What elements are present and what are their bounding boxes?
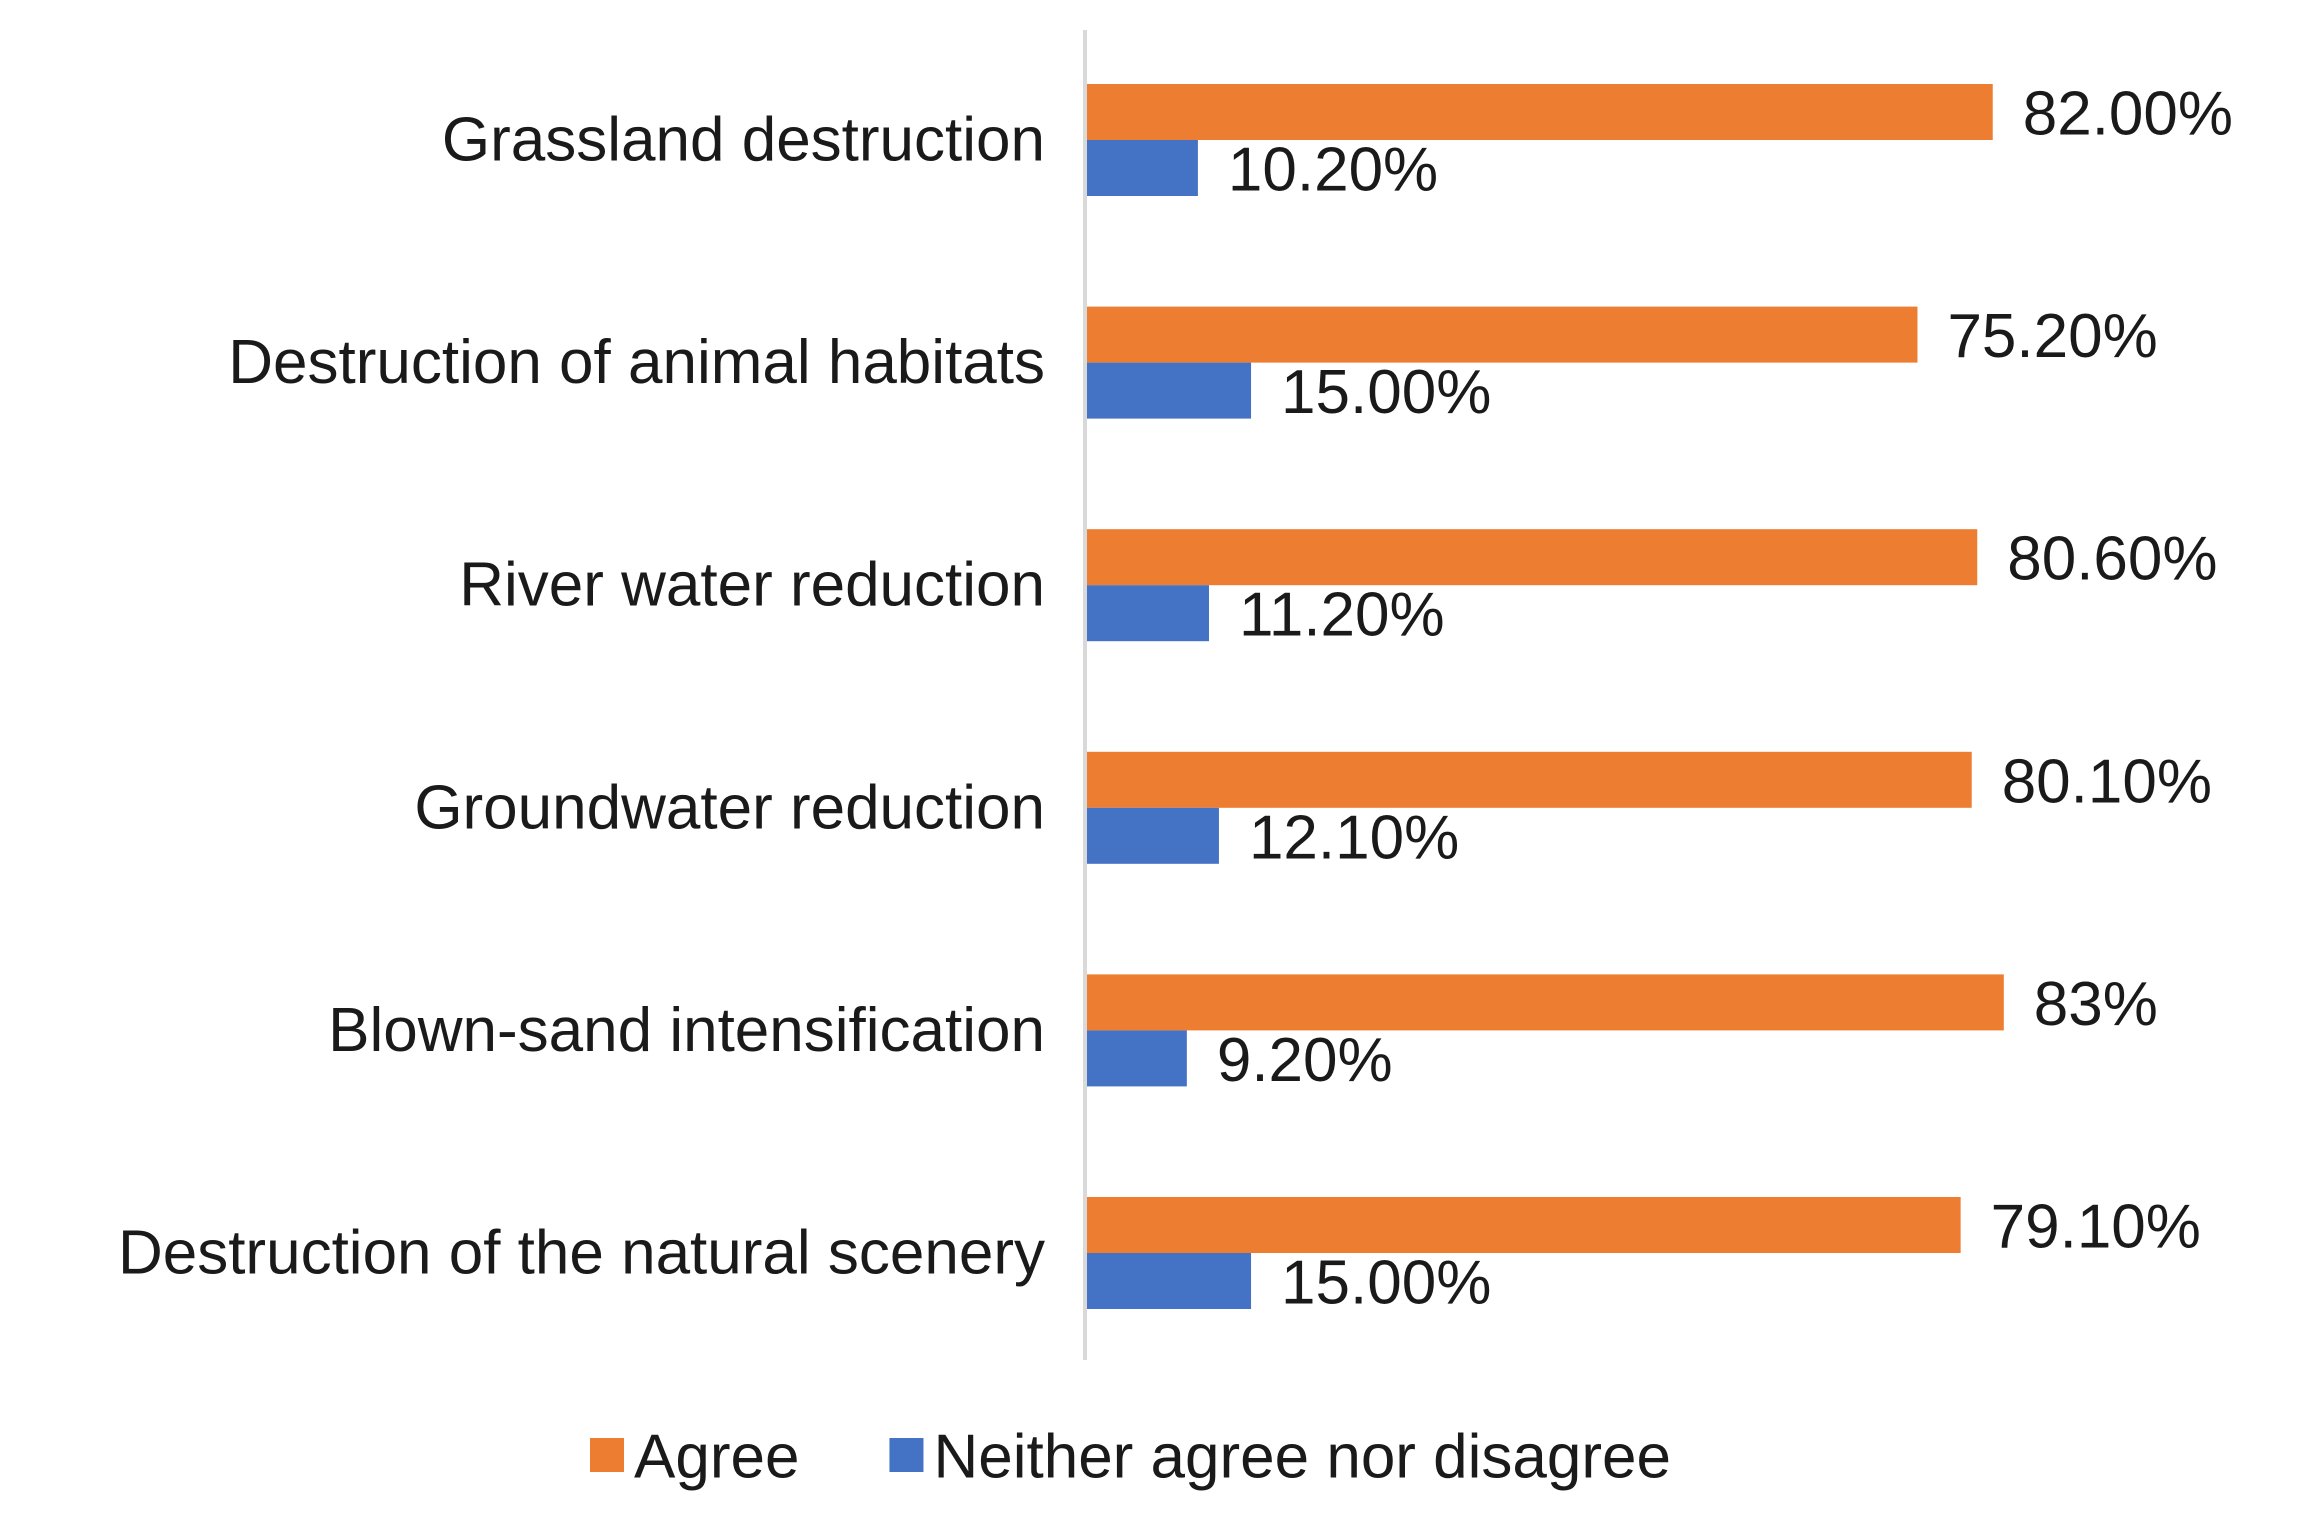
bar-agree-groundwater-reduction — [1085, 751, 1972, 808]
legend-swatch-agree — [590, 1438, 624, 1472]
data-label-agree-blown-sand-intensification: 83% — [2034, 970, 2158, 1039]
bar-agree-river-water-reduction — [1085, 529, 1978, 586]
data-label-agree-destruction-of-animal-habitats: 75.20% — [1947, 302, 2157, 371]
data-label-neither-agree-nor-disagree-destruction-of-the-natural-scenery: 15.00% — [1281, 1249, 1491, 1318]
data-label-neither-agree-nor-disagree-destruction-of-animal-habitats: 15.00% — [1281, 358, 1491, 427]
data-label-agree-river-water-reduction: 80.60% — [2007, 525, 2217, 594]
data-label-neither-agree-nor-disagree-blown-sand-intensification: 9.20% — [1217, 1026, 1393, 1095]
data-label-neither-agree-nor-disagree-grassland-destruction: 10.20% — [1228, 136, 1438, 205]
category-label-groundwater-reduction: Groundwater reduction — [414, 773, 1045, 842]
category-label-grassland-destruction: Grassland destruction — [442, 106, 1045, 175]
data-label-neither-agree-nor-disagree-river-water-reduction: 11.20% — [1239, 581, 1445, 650]
data-label-agree-groundwater-reduction: 80.10% — [2002, 747, 2212, 816]
bar-neither-agree-nor-disagree-groundwater-reduction — [1085, 807, 1219, 864]
labels-layer: Grassland destruction 82.00% 10.20% Destruc… — [118, 80, 2233, 1318]
bar-agree-grassland-destruction — [1085, 84, 1993, 140]
category-label-river-water-reduction: River water reduction — [459, 551, 1045, 620]
category-label-destruction-of-the-natural-scenery: Destruction of the natural scenery — [118, 1219, 1045, 1288]
legend-label-neither-agree-nor-disagree: Neither agree nor disagree — [933, 1423, 1671, 1492]
data-label-agree-destruction-of-the-natural-scenery: 79.10% — [1991, 1193, 2201, 1262]
bar-neither-agree-nor-disagree-grassland-destruction — [1085, 140, 1198, 196]
bar-neither-agree-nor-disagree-destruction-of-the-natural-scenery — [1085, 1253, 1252, 1309]
data-label-agree-grassland-destruction: 82.00% — [2023, 80, 2233, 149]
bar-agree-blown-sand-intensification — [1085, 974, 2004, 1031]
category-label-destruction-of-animal-habitats: Destruction of animal habitats — [228, 328, 1045, 397]
bar-agree-destruction-of-the-natural-scenery — [1085, 1197, 1961, 1253]
bars-layer — [1085, 84, 2004, 1309]
category-label-blown-sand-intensification: Blown-sand intensification — [328, 996, 1045, 1065]
legend: Agree Neither agree nor disagree — [590, 1423, 1671, 1492]
data-label-neither-agree-nor-disagree-groundwater-reduction: 12.10% — [1249, 803, 1459, 872]
bar-agree-destruction-of-animal-habitats — [1085, 306, 1918, 363]
bar-neither-agree-nor-disagree-river-water-reduction — [1085, 585, 1209, 642]
bar-neither-agree-nor-disagree-destruction-of-animal-habitats — [1085, 362, 1252, 419]
legend-swatch-neither-agree-nor-disagree — [889, 1438, 924, 1472]
legend-label-agree: Agree — [634, 1423, 799, 1492]
bar-neither-agree-nor-disagree-blown-sand-intensification — [1085, 1030, 1187, 1087]
